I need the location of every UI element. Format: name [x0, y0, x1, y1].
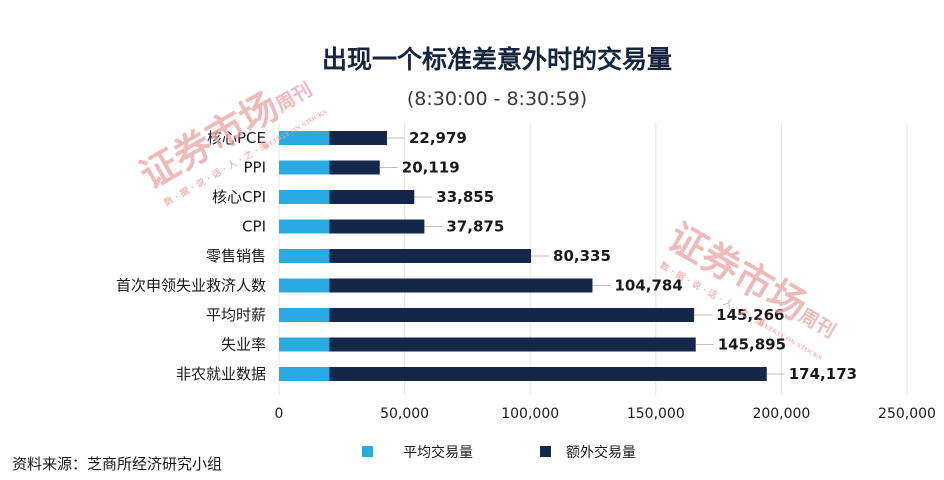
x-tick-label: 200,000 — [752, 406, 810, 422]
bar-extra-volume — [329, 367, 767, 381]
x-tick-label: 0 — [275, 406, 284, 422]
category-label: CPI — [242, 218, 266, 236]
legend-label-extra: 额外交易量 — [566, 444, 636, 461]
bar-extra-volume — [329, 219, 425, 234]
bar-average-volume — [279, 190, 330, 204]
data-label: 145,266 — [716, 306, 784, 324]
legend-swatch-extra — [540, 446, 551, 457]
category-label: 零售销售 — [206, 247, 266, 265]
x-tick-labels: 0 50,000 100,000 150,000 200,000 250,000 — [275, 406, 936, 422]
bar-extra-volume — [329, 249, 532, 263]
data-label: 80,335 — [553, 247, 611, 265]
chart-subtitle: (8:30:00 - 8:30:59) — [407, 88, 587, 110]
legend-swatch-average — [362, 446, 373, 457]
bar-extra-volume — [329, 308, 695, 322]
bar-average-volume — [279, 131, 330, 145]
x-tick-label: 250,000 — [878, 406, 936, 422]
bar-extra-volume — [329, 160, 380, 175]
chart-title: 出现一个标准差意外时的交易量 — [322, 45, 672, 74]
legend: 平均交易量 额外交易量 — [362, 444, 636, 461]
source-note: 资料来源：芝商所经济研究小组 — [12, 455, 222, 473]
data-label: 145,895 — [718, 336, 786, 354]
data-label: 22,979 — [409, 129, 467, 147]
legend-label-average: 平均交易量 — [403, 444, 473, 461]
data-label: 174,173 — [789, 365, 857, 383]
watermark-side-text: 周刊 — [272, 79, 316, 117]
bar-extra-volume — [329, 190, 415, 204]
category-labels: 核心PCE PPI 核心CPI CPI 零售销售首次申领失业救济人数平均时薪失业率非农就… — [116, 129, 266, 383]
category-label: 核心CPI — [212, 188, 266, 206]
bar-average-volume — [279, 249, 330, 263]
x-tick-label: 50,000 — [380, 406, 429, 422]
bars — [279, 131, 767, 381]
data-label: 33,855 — [436, 188, 494, 206]
x-tick-label: 150,000 — [627, 406, 685, 422]
bar-extra-volume — [329, 131, 387, 145]
bar-average-volume — [279, 278, 330, 293]
bar-extra-volume — [329, 278, 593, 293]
category-label: 平均时薪 — [206, 306, 266, 324]
category-label: 失业率 — [221, 336, 266, 354]
category-label: 核心PCE — [207, 129, 266, 147]
bar-extra-volume — [329, 337, 696, 352]
bar-average-volume — [279, 308, 330, 322]
category-label: 首次申领失业救济人数 — [116, 277, 266, 295]
data-label: 104,784 — [614, 277, 682, 295]
bar-average-volume — [279, 337, 330, 352]
bar-average-volume — [279, 160, 330, 175]
category-label: PPI — [243, 159, 266, 177]
data-label: 20,119 — [402, 159, 460, 177]
x-tick-label: 100,000 — [501, 406, 559, 422]
bar-average-volume — [279, 367, 330, 381]
bar-average-volume — [279, 219, 330, 234]
category-label: 非农就业数据 — [176, 365, 266, 383]
watermark-side-text: 周刊 — [795, 305, 839, 343]
data-label: 37,875 — [446, 218, 504, 236]
